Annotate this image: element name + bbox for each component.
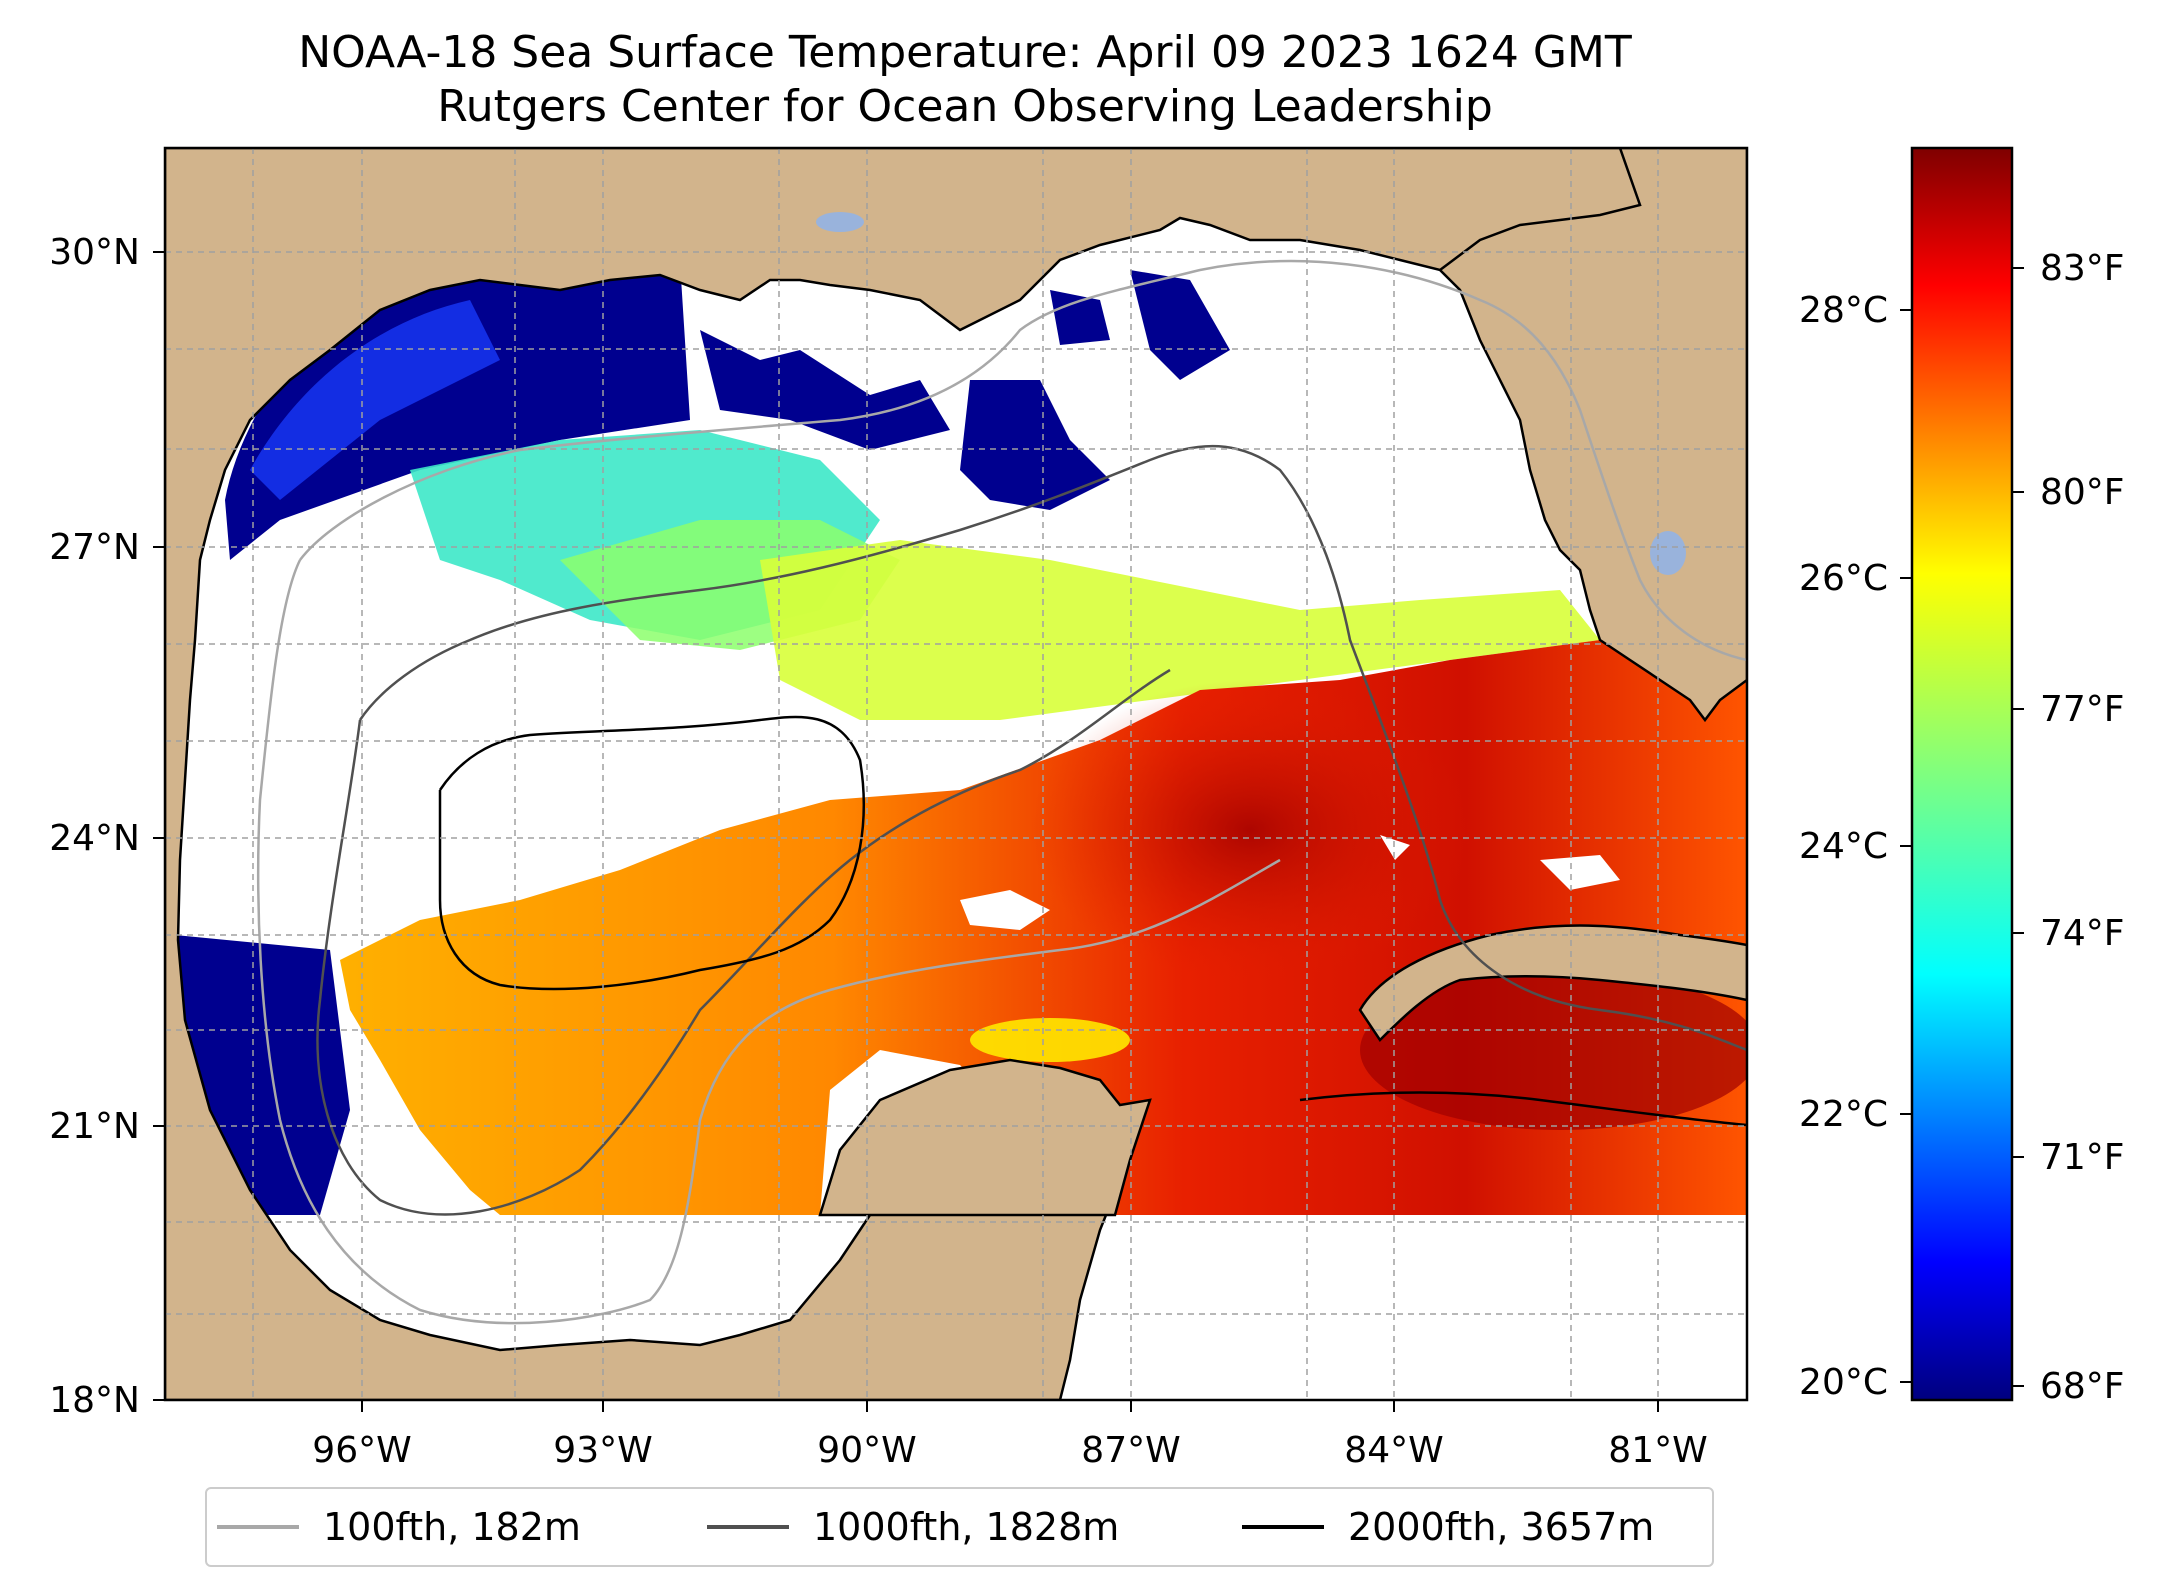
colorbar-c-tick-20: 20°C bbox=[1799, 1362, 1888, 1403]
lon-label-96w: 96°W bbox=[312, 1430, 411, 1471]
colorbar-f-tick-74: 74°F bbox=[2040, 913, 2125, 954]
axis-ticks bbox=[153, 251, 1659, 1412]
legend-item-100fth: 100fth, 182m bbox=[217, 1489, 581, 1565]
lake-okeechobee bbox=[1650, 531, 1686, 575]
lat-label-30n: 30°N bbox=[49, 232, 140, 273]
legend-label-100fth: 100fth, 182m bbox=[323, 1505, 581, 1549]
colorbar-f-tick-77: 77°F bbox=[2040, 689, 2125, 730]
yellow-patch bbox=[970, 1018, 1130, 1062]
colorbar-c-tick-28: 28°C bbox=[1799, 290, 1888, 331]
contour-legend: 100fth, 182m 1000fth, 1828m 2000fth, 365… bbox=[205, 1487, 1714, 1567]
lake-pontchartrain bbox=[816, 212, 864, 232]
cold-water-patches-n bbox=[700, 270, 1230, 510]
lat-label-27n: 27°N bbox=[49, 527, 140, 568]
plot-frame bbox=[163, 146, 1749, 1402]
colorbar bbox=[1910, 146, 2014, 1402]
colorbar-c-tick-22: 22°C bbox=[1799, 1094, 1888, 1135]
legend-swatch-100fth bbox=[217, 1525, 299, 1529]
legend-item-1000fth: 1000fth, 1828m bbox=[707, 1489, 1119, 1565]
colorbar-f-tick-80: 80°F bbox=[2040, 472, 2125, 513]
map-subtitle: Rutgers Center for Ocean Observing Leade… bbox=[437, 81, 1493, 132]
lat-label-21n: 21°N bbox=[49, 1106, 140, 1147]
colorbar-f-tick-71: 71°F bbox=[2040, 1137, 2125, 1178]
colorbar-f-tick-83: 83°F bbox=[2040, 248, 2125, 289]
legend-swatch-1000fth bbox=[707, 1525, 789, 1529]
land-florida bbox=[1438, 148, 1747, 723]
warm-core bbox=[1030, 680, 1470, 980]
lat-label-24n: 24°N bbox=[49, 818, 140, 859]
legend-label-2000fth: 2000fth, 3657m bbox=[1348, 1505, 1655, 1549]
lat-label-18n: 18°N bbox=[49, 1380, 140, 1421]
contour-1000fth bbox=[316, 444, 1747, 1216]
lon-label-90w: 90°W bbox=[817, 1430, 916, 1471]
colorbar-f-tick-68: 68°F bbox=[2040, 1366, 2125, 1407]
map-title: NOAA-18 Sea Surface Temperature: April 0… bbox=[298, 27, 1632, 78]
yellow-green-band bbox=[760, 540, 1600, 720]
colorbar-c-tick-24: 24°C bbox=[1799, 826, 1888, 867]
contour-2000fth bbox=[438, 715, 1747, 1127]
warm-core-cuba bbox=[1360, 970, 1747, 1130]
legend-label-1000fth: 1000fth, 1828m bbox=[813, 1505, 1120, 1549]
lon-label-87w: 87°W bbox=[1081, 1430, 1180, 1471]
lon-label-84w: 84°W bbox=[1344, 1430, 1443, 1471]
cloud-gap bbox=[960, 835, 1620, 930]
legend-swatch-2000fth bbox=[1242, 1525, 1324, 1529]
contour-100fth bbox=[256, 259, 1747, 1325]
legend-item-2000fth: 2000fth, 3657m bbox=[1242, 1489, 1654, 1565]
lon-label-93w: 93°W bbox=[553, 1430, 652, 1471]
colorbar-c-tick-26: 26°C bbox=[1799, 558, 1888, 599]
land-yucatan bbox=[818, 1058, 1152, 1217]
cold-water-nw-blue bbox=[250, 300, 500, 500]
lon-label-81w: 81°W bbox=[1608, 1430, 1707, 1471]
